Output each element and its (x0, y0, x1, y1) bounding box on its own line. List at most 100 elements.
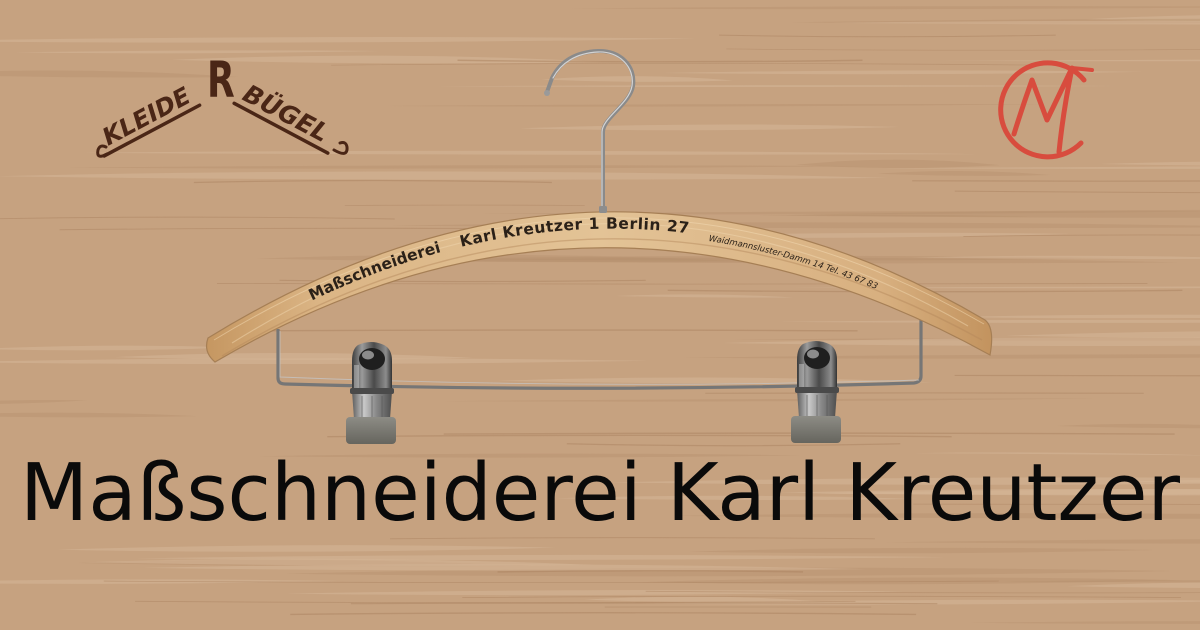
wood-grain-streak (0, 37, 697, 43)
wood-grain-streak (795, 159, 1000, 169)
wood-grain-line (253, 329, 858, 332)
wood-grain-line (290, 612, 917, 616)
wood-grain-streak (0, 399, 88, 404)
wood-grain-streak (913, 452, 1200, 456)
wood-grain-streak (584, 596, 824, 603)
clip-rubber-pad (346, 417, 396, 444)
wood-grain-streak (1122, 479, 1200, 483)
wood-grain-streak (1003, 580, 1200, 583)
clip-ridges (806, 395, 828, 416)
monogram-c-arc (998, 60, 1087, 160)
wood-grain-streak (949, 314, 1200, 319)
clip-highlight (362, 350, 374, 360)
wood-grain-line (0, 216, 395, 220)
wood-grain-streak (880, 166, 1200, 169)
wood-grain-streak (777, 319, 1200, 323)
wood-grain-streak (519, 124, 899, 131)
wood-grain-streak (555, 495, 919, 501)
wood-grain-line (457, 59, 863, 63)
wood-grain-streak (142, 564, 867, 571)
hanger-hook-highlight (552, 51, 633, 211)
wood-grain-line (645, 590, 1200, 594)
wood-grain-streak (285, 590, 904, 596)
clip-hinge (795, 387, 839, 393)
wood-grain-streak (385, 103, 1046, 107)
wood-grain-streak (830, 20, 1200, 25)
wood-grain-streak (969, 621, 1200, 624)
wood-grain-line (103, 580, 999, 584)
hanger-bar-grain (213, 217, 985, 341)
wood-grain-line (954, 374, 1200, 377)
clip-jaw-cavity (359, 348, 385, 370)
wood-grain-line (954, 190, 1200, 194)
wood-grain-streak (614, 294, 794, 298)
hanger-bar-grain (231, 222, 969, 344)
wood-grain-streak (442, 398, 1097, 402)
logo-curl-right (332, 141, 349, 155)
hanger-hook (545, 48, 636, 216)
wood-grain-line (497, 569, 804, 573)
wood-grain-streak (1006, 331, 1200, 338)
cm-monogram-icon (998, 60, 1094, 160)
hanger-wire-bar (276, 320, 923, 390)
wood-grain-streak (721, 337, 1200, 347)
logo-roof-line-right (232, 101, 330, 155)
wood-grain-streak (134, 554, 947, 560)
hanger-hook-tip (544, 90, 550, 96)
hook-ferrule (599, 206, 607, 213)
wood-grain-line (350, 602, 938, 605)
wood-grain-streak (1098, 161, 1200, 166)
wood-grain-streak (569, 6, 1200, 10)
wood-grain-streak (0, 412, 198, 418)
wood-grain-streak (81, 150, 979, 155)
hanger-bar-grain (221, 238, 983, 357)
wood-grain-streak (1066, 582, 1200, 588)
clip-edge-highlight (799, 364, 804, 388)
wood-grain-line (390, 537, 875, 540)
wood-grain-streak (885, 539, 1200, 544)
wood-grain-line (331, 63, 1044, 66)
clip-hinge (350, 388, 394, 394)
clip-rubber-pad (791, 416, 841, 443)
wood-grain-streak (433, 85, 1125, 88)
wood-grain-line (719, 34, 1056, 38)
wood-grain-streak (877, 170, 1051, 176)
wood-grain-streak (1056, 423, 1200, 429)
wood-grain-streak (0, 358, 648, 365)
wood-grain-streak (57, 545, 556, 552)
wood-grain-streak (0, 70, 239, 78)
wood-grain (0, 6, 1200, 624)
banner-title: Maßschneiderei Karl Kreutzer (20, 447, 1180, 539)
wood-grain-streak (540, 76, 734, 82)
wood-grain-streak (758, 214, 1029, 217)
hanger-wooden-bar (205, 211, 993, 363)
wood-grain-streak (84, 558, 597, 566)
right-clip (791, 341, 841, 443)
wood-grain-streak (934, 59, 1200, 62)
wood-grain-line (726, 48, 1200, 51)
wood-grain-streak (670, 513, 1200, 519)
wood-grain-streak (785, 209, 1200, 218)
logo-hook-letter: R (207, 52, 235, 109)
logo-curl-left (96, 144, 109, 158)
wood-grain-streak (689, 547, 1155, 554)
wood-grain-streak (777, 488, 1200, 495)
wood-grain-streak (0, 345, 240, 351)
wood-grain-line (327, 434, 952, 438)
wood-grain-streak (0, 171, 889, 180)
wood-grain-line (566, 443, 901, 447)
logo-roof-line-left (102, 103, 202, 158)
clip-edge-highlight (354, 365, 359, 389)
wood-grain-line (135, 600, 856, 604)
left-clip (346, 342, 396, 444)
wood-grain-line (193, 179, 552, 184)
clip-highlight (807, 349, 819, 359)
clip-jaw-cavity (804, 347, 830, 369)
clip-ridges (361, 396, 383, 417)
monogram-serif (1070, 66, 1094, 72)
wood-grain-streak (910, 255, 1200, 259)
wood-grain-line (963, 234, 1200, 237)
wood-grain-streak (610, 477, 1200, 485)
